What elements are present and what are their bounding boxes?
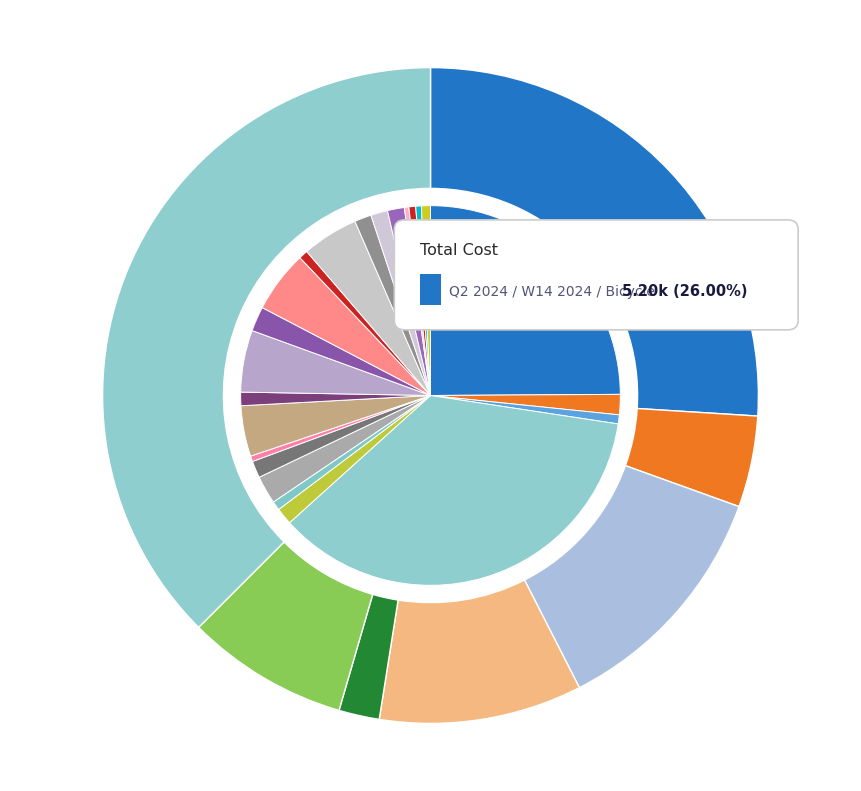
- Wedge shape: [625, 408, 758, 506]
- Wedge shape: [251, 396, 430, 461]
- Wedge shape: [355, 215, 430, 396]
- Wedge shape: [259, 396, 430, 502]
- Wedge shape: [241, 396, 430, 456]
- Wedge shape: [252, 308, 430, 396]
- Wedge shape: [430, 67, 759, 416]
- Wedge shape: [421, 206, 430, 396]
- Text: Total Cost: Total Cost: [420, 244, 499, 258]
- Text: Q2 2024 / W14 2024 / Bicycle: Q2 2024 / W14 2024 / Bicycle: [449, 285, 655, 299]
- Wedge shape: [241, 331, 430, 396]
- Wedge shape: [409, 206, 430, 396]
- Wedge shape: [339, 594, 398, 719]
- Wedge shape: [307, 221, 430, 396]
- Wedge shape: [430, 395, 620, 415]
- Wedge shape: [416, 206, 430, 396]
- Wedge shape: [274, 396, 430, 509]
- Wedge shape: [263, 258, 430, 396]
- Wedge shape: [289, 396, 618, 585]
- Wedge shape: [300, 252, 430, 396]
- Wedge shape: [387, 207, 430, 396]
- Wedge shape: [430, 206, 620, 396]
- Wedge shape: [524, 466, 739, 687]
- Wedge shape: [241, 392, 430, 406]
- Wedge shape: [371, 210, 430, 396]
- Wedge shape: [252, 396, 430, 477]
- Wedge shape: [379, 580, 579, 724]
- Text: 5.20k (26.00%): 5.20k (26.00%): [622, 285, 747, 299]
- Wedge shape: [199, 542, 373, 710]
- Wedge shape: [279, 396, 430, 523]
- Wedge shape: [102, 67, 430, 627]
- Wedge shape: [430, 396, 619, 424]
- Wedge shape: [405, 207, 430, 396]
